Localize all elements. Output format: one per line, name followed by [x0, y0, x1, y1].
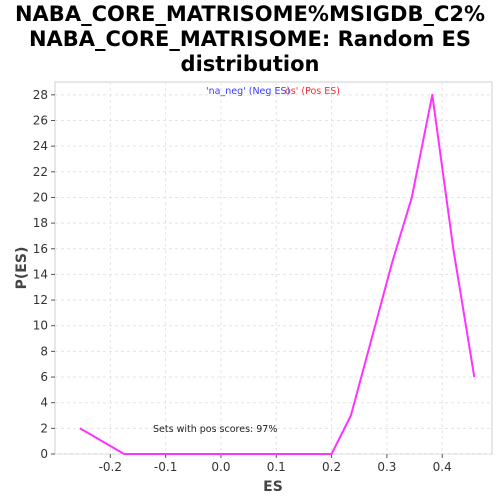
y-tick-label: 26 [33, 113, 48, 127]
plot-area [54, 81, 493, 455]
chart-title-line-3: distribution [180, 52, 320, 76]
x-tick-label: 0.3 [377, 460, 396, 474]
x-tick-label: -0.1 [154, 460, 177, 474]
y-tick-label: 6 [40, 370, 48, 384]
y-tick-label: 12 [33, 293, 48, 307]
series-line [79, 93, 476, 455]
series-group [79, 93, 476, 455]
x-axis-label: ES [263, 479, 283, 495]
x-tick-label: 0.1 [267, 460, 286, 474]
y-tick-label: 10 [33, 319, 48, 333]
y-axis-label: P(ES) [14, 247, 30, 290]
y-tick-label: 28 [33, 88, 48, 102]
y-tick-label: 16 [33, 242, 48, 256]
y-tick-label: 2 [40, 421, 48, 435]
y-tick-label: 18 [33, 216, 48, 230]
y-tick-label: 24 [33, 139, 48, 153]
y-tick-label: 14 [33, 267, 48, 281]
y-tick-label: 0 [40, 447, 48, 461]
y-tick-label: 4 [40, 396, 48, 410]
chart-title-line-2: NABA_CORE_MATRISOME: Random ES [28, 27, 472, 51]
y-tick-label: 20 [33, 190, 48, 204]
x-tick-label: 0.0 [211, 460, 230, 474]
legend-neg-label: 'na_neg' (Neg ES) [206, 86, 290, 97]
y-tick-label: 22 [33, 165, 48, 179]
annotation-pos-scores: Sets with pos scores: 97% [153, 424, 277, 435]
y-tick-label: 8 [40, 344, 48, 358]
legend-pos-label: os' (Pos ES) [285, 86, 340, 97]
chart-title-line-1: NABA_CORE_MATRISOME%MSIGDB_C2% [14, 2, 486, 26]
axes: -0.2 -0.1 0.0 0.1 0.2 0.3 0.402468101214161820… [33, 88, 452, 474]
chart-title: NABA_CORE_MATRISOME%MSIGDB_C2% NABA_CORE… [0, 2, 500, 77]
x-tick-label: -0.2 [99, 460, 122, 474]
x-tick-label: 0.2 [322, 460, 341, 474]
x-tick-label: 0.4 [433, 460, 452, 474]
